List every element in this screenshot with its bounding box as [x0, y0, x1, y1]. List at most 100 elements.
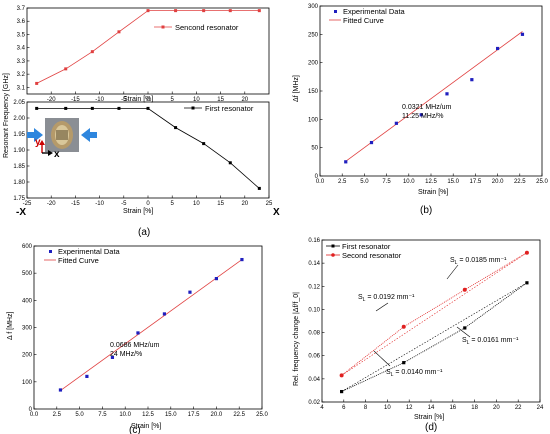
panel-d-first-resonator-line	[341, 282, 528, 392]
panel-c-data-point	[110, 355, 115, 359]
panel-a-first-resonator-point	[90, 106, 94, 110]
panel-d-legend: First resonator Second resonator	[326, 242, 402, 260]
legend-first-resonator: First resonator	[205, 104, 254, 113]
caption-a: (a)	[138, 227, 150, 238]
panel-b-ytick-label: 150	[308, 89, 319, 95]
panel-a-second-resonator-point	[64, 67, 68, 71]
panel-a-top-frame	[26, 7, 270, 95]
panel-c-xlabel: Strain [%]	[131, 423, 161, 430]
panel-a-second-resonator-point	[146, 9, 150, 13]
svg-text:SL = 0.0192 mm⁻¹: SL = 0.0192 mm⁻¹	[358, 294, 415, 303]
panel-c-data-point	[58, 388, 63, 392]
panel-a-first-resonator-point	[117, 106, 121, 110]
panel-c-ytick-label: 0	[29, 407, 33, 413]
panel-d-xtick-label: 8	[364, 405, 368, 411]
panel-a-bottom-xlabel: Strain [%]	[123, 208, 153, 215]
svg-text:SL = 0.0140 mm⁻¹: SL = 0.0140 mm⁻¹	[386, 369, 443, 378]
panel-c-xtick-label: 17.5	[188, 412, 200, 418]
panel-a-bottom-xtick-label: 25	[266, 201, 273, 207]
panel-d-xtick-label: 24	[537, 405, 544, 411]
positive-x-label: X	[273, 207, 280, 218]
panel-b-ytick-label: 250	[308, 32, 319, 38]
panel-b-xlabel: Strain [%]	[418, 189, 448, 196]
legend-second-resonator: Sencond resonator	[175, 23, 239, 32]
panel-d-frame	[321, 239, 541, 403]
panel-d-xtick-label: 14	[428, 405, 435, 411]
panel-b-ytick-label: 300	[308, 4, 319, 10]
panel-a-top-xtick-label: 10	[193, 97, 200, 103]
panel-d-xtick-label: 10	[384, 405, 391, 411]
negative-x-label: -X	[16, 207, 26, 218]
panel-a-bottom-ytick-label: 1.90	[13, 148, 25, 154]
panel-c-xtick-label: 10.0	[119, 412, 131, 418]
panel-c: 0.0 2.5 5.0 7.5 10.0 12.5 15.0 17.5 20.0 22.5 25.0…	[7, 244, 268, 434]
panel-a-top-xtick-label: 15	[217, 97, 224, 103]
panel-b-data-point	[394, 121, 398, 125]
panel-d-second-resonator-point	[339, 373, 344, 378]
panel-b-ytick-label: 0	[315, 174, 319, 180]
panel-d-second-resonator-overall-line	[341, 252, 528, 376]
panel-a-top-ytick-label: 3.3	[17, 59, 26, 65]
panel-d-second-resonator-line	[341, 252, 528, 376]
panel-b-xtick-label: 17.5	[470, 179, 482, 185]
slope-label-4: SL = 0.0140 mm⁻¹	[386, 369, 443, 378]
legend-d-second: Second resonator	[342, 251, 402, 260]
panel-c-xtick-label: 2.5	[53, 412, 62, 418]
legend-d-first: First resonator	[342, 242, 391, 251]
slope-4-s: S	[386, 369, 391, 376]
panel-c-annotation-1: 0.0686 MHz/um	[110, 342, 160, 349]
panel-a-bottom-xtick-label: 0	[146, 201, 150, 207]
panel-a-top-ytick-label: 3.6	[17, 19, 26, 25]
panel-b-xtick-label: 20.0	[492, 179, 504, 185]
panel-b-xtick-label: 15.0	[447, 179, 459, 185]
svg-text:SL = 0.0161 mm⁻¹: SL = 0.0161 mm⁻¹	[462, 337, 519, 346]
panel-a-first-resonator-point	[228, 161, 232, 165]
slope-4-value: = 0.0140 mm⁻¹	[393, 369, 443, 376]
panel-a-top-xlabel: Strain [%]	[123, 96, 153, 103]
panel-a-bottom-xtick-label: -25	[23, 201, 32, 207]
panel-c-data-point	[136, 331, 140, 335]
panel-a-first-resonator-point	[174, 126, 178, 130]
panel-a-bottom-legend: First resonator	[184, 104, 254, 113]
panel-d-xtick-label: 18	[471, 405, 478, 411]
panel-c-xtick-label: 0.0	[30, 412, 39, 418]
svg-text:SL = 0.0185 mm⁻¹: SL = 0.0185 mm⁻¹	[450, 257, 507, 266]
panel-d-ytick-label: 0.08	[308, 331, 320, 337]
panel-a-bottom-ytick-label: 1.75	[13, 196, 25, 202]
panel-c-ytick-label: 200	[22, 353, 33, 359]
inset-x-label: x	[54, 149, 60, 160]
panel-c-data-point	[214, 277, 218, 281]
caption-d: (d)	[425, 422, 437, 433]
panel-c-legend: Experimental Data Fitted Curve	[44, 247, 121, 265]
panel-a-first-resonator-point	[257, 186, 261, 190]
panel-a-ylabel: Resonant Frequency [GHz]	[3, 73, 10, 158]
panel-a-second-resonator-point	[228, 9, 232, 13]
panel-a-top-xtick-label: -10	[95, 97, 104, 103]
slope-2-s: S	[358, 294, 363, 301]
slope-label-2: SL = 0.0192 mm⁻¹	[358, 294, 415, 303]
panel-a: -20 -15 -10 -5 0 5 10 15 20 3.1 3.2 3.3 3.4 3.5 3.6 3.7…	[3, 6, 280, 238]
panel-b-xtick-label: 7.5	[382, 179, 391, 185]
panel-c-data-point	[188, 290, 192, 294]
panel-b-data-point	[369, 140, 374, 145]
panel-b-data-point	[496, 46, 500, 51]
panel-a-second-resonator-point	[90, 50, 94, 54]
panel-c-ytick-label: 100	[22, 380, 33, 386]
panel-d-first-resonator-point	[463, 326, 467, 330]
panel-a-first-resonator-point	[64, 106, 68, 110]
panel-c-ytick-label: 500	[22, 271, 33, 277]
slope-4-sub: L	[391, 372, 394, 378]
panel-d-first-resonator-point	[525, 281, 529, 285]
panel-a-bottom-xtick-label: -20	[47, 201, 56, 207]
panel-b-annotation-1: 0.0321 MHz/um	[402, 104, 452, 111]
panel-a-bottom-ytick-label: 1.85	[13, 164, 25, 170]
panel-d-first-resonator-point	[402, 361, 406, 365]
panel-c-xtick-label: 7.5	[98, 412, 107, 418]
panel-b-xtick-label: 2.5	[338, 179, 347, 185]
panel-b-data-point	[470, 78, 474, 82]
panel-d: 4 6 8 10 12 14 16 18 20 22 24 0.02 0.04 0.06 0.08 0.10 0…	[293, 238, 544, 433]
panel-b-data-point	[344, 160, 348, 164]
panel-d-xtick-label: 6	[342, 405, 346, 411]
slope-1-s: S	[450, 257, 455, 264]
panel-a-top-ytick-label: 3.4	[17, 46, 26, 52]
